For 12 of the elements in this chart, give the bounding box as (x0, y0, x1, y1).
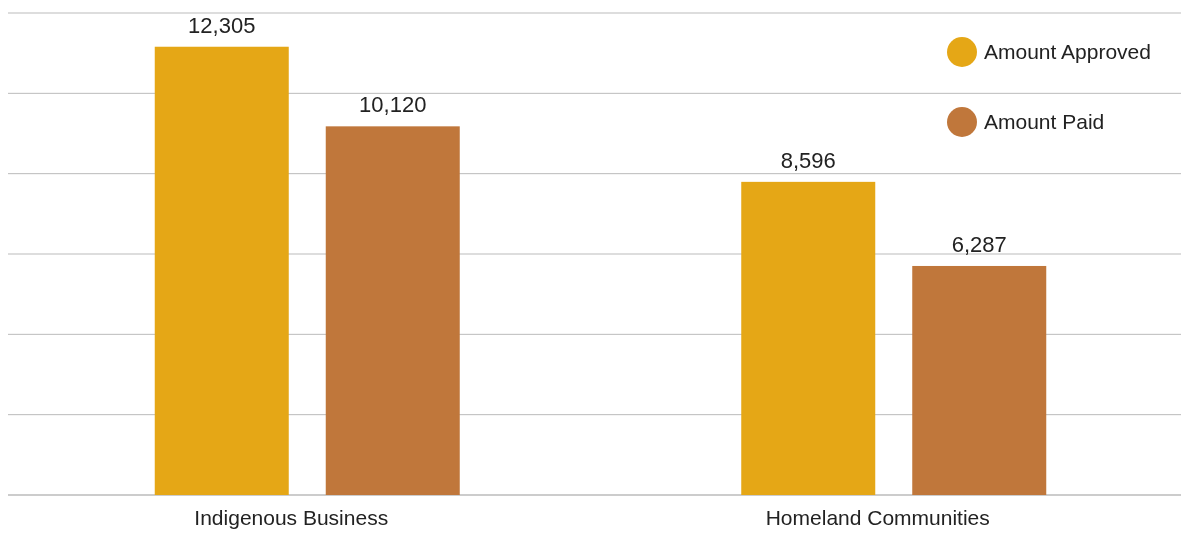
bar (154, 46, 289, 495)
bar (912, 265, 1047, 495)
legend-label: Amount Approved (984, 40, 1151, 63)
legend-label: Amount Paid (984, 110, 1105, 133)
x-tick-label: Indigenous Business (194, 506, 389, 529)
bar (741, 181, 876, 495)
data-label: 12,305 (188, 12, 256, 38)
data-label: 10,120 (359, 92, 427, 118)
data-label: 8,596 (780, 147, 836, 173)
bar (325, 126, 460, 495)
data-label: 6,287 (951, 231, 1007, 257)
x-tick-label: Homeland Communities (765, 506, 990, 529)
